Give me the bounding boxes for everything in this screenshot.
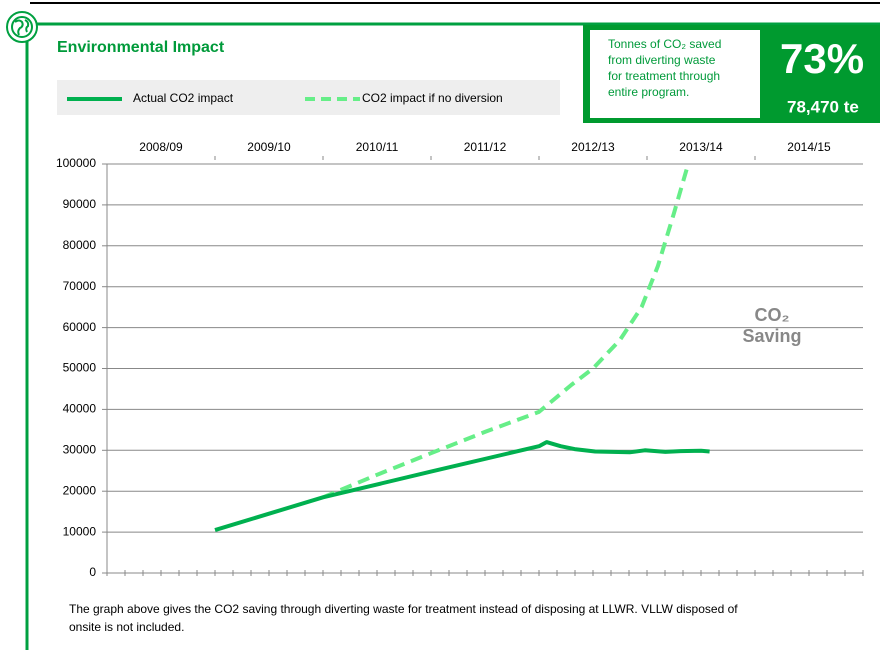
- y-tick-label: 20000: [63, 483, 97, 497]
- x-category-label: 2013/14: [679, 140, 723, 154]
- series-line: [322, 167, 689, 500]
- info-line: entire program.: [608, 85, 689, 99]
- legend-label: CO2 impact if no diversion: [362, 91, 503, 105]
- info-line: from diverting waste: [608, 53, 716, 67]
- y-tick-label: 40000: [63, 402, 97, 416]
- y-tick-label: 70000: [63, 279, 97, 293]
- series-line: [214, 440, 710, 533]
- percent: 73%: [780, 35, 864, 82]
- x-category-label: 2010/11: [356, 140, 399, 154]
- y-tick-label: 80000: [63, 238, 97, 252]
- x-category-label: 2012/13: [571, 140, 615, 154]
- footnote-line: The graph above gives the CO2 saving thr…: [69, 602, 738, 616]
- x-category-label: 2008/09: [139, 140, 183, 154]
- info-line: Tonnes of CO₂ saved: [608, 37, 721, 51]
- legend-label: Actual CO2 impact: [133, 91, 234, 105]
- x-category-label: 2014/15: [787, 140, 831, 154]
- y-tick-label: 0: [89, 565, 96, 579]
- title: Environmental Impact: [57, 39, 225, 56]
- globe-icon: [6, 11, 38, 43]
- info-line: for treatment through: [608, 69, 720, 83]
- info: Tonnes of CO₂ saved from diverting waste f…: [608, 37, 721, 99]
- annotation: Saving: [742, 326, 801, 346]
- x-category-label: 2011/12: [464, 140, 507, 154]
- y-tick-label: 100000: [56, 156, 96, 170]
- info-text-box: [590, 30, 760, 118]
- y-tick-label: 30000: [63, 442, 97, 456]
- footnote-line: onsite is not included.: [69, 620, 184, 634]
- y-tick-label: 10000: [63, 524, 97, 538]
- plot: 0 10000 20000 30000 40000 50000 60000 70000 8000…: [56, 140, 864, 579]
- x-category-label: 2009/10: [247, 140, 291, 154]
- legend: Actual CO2 impact CO2 impact if no divers…: [67, 91, 503, 105]
- amount: 78,470 te: [787, 97, 859, 116]
- y-tick-label: 90000: [63, 197, 97, 211]
- y-tick-label: 50000: [63, 361, 97, 375]
- annotation: CO₂: [755, 305, 790, 325]
- y-tick-label: 60000: [63, 320, 97, 334]
